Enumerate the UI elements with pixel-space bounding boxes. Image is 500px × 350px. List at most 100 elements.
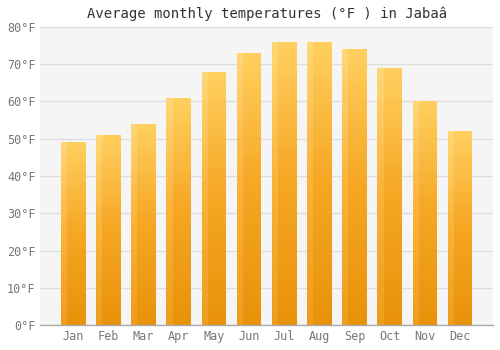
Bar <box>448 303 454 306</box>
Bar <box>307 66 314 70</box>
Bar <box>448 281 454 284</box>
Bar <box>237 135 243 138</box>
Bar <box>131 320 156 323</box>
Bar <box>96 318 120 321</box>
Bar <box>202 186 208 189</box>
Bar <box>307 315 314 318</box>
Bar <box>378 229 384 232</box>
Bar <box>272 308 296 311</box>
Bar <box>166 305 172 308</box>
Bar <box>96 147 120 149</box>
Bar <box>237 322 243 325</box>
Bar <box>61 266 67 268</box>
Bar <box>412 182 419 185</box>
Bar <box>272 258 278 261</box>
Bar <box>202 249 226 252</box>
Bar <box>272 130 296 134</box>
Bar <box>448 262 472 265</box>
Bar <box>166 180 191 183</box>
Bar <box>448 277 454 279</box>
Bar <box>378 267 402 271</box>
Bar <box>237 295 262 298</box>
Bar <box>166 194 172 197</box>
Bar <box>307 109 314 113</box>
Bar <box>202 148 226 151</box>
Bar <box>61 193 86 195</box>
Bar <box>166 214 172 217</box>
Bar <box>342 284 348 287</box>
Bar <box>342 194 348 197</box>
Bar <box>96 214 120 216</box>
Bar <box>342 318 348 322</box>
Bar <box>131 293 138 295</box>
Bar <box>131 212 156 215</box>
Bar <box>412 210 419 213</box>
Bar <box>342 56 367 60</box>
Bar <box>342 243 367 246</box>
Bar <box>237 87 243 90</box>
Bar <box>237 94 243 97</box>
Bar <box>131 197 138 199</box>
Bar <box>378 158 384 161</box>
Bar <box>131 174 138 177</box>
Bar <box>412 177 419 180</box>
Bar <box>448 260 454 262</box>
Bar <box>448 303 472 306</box>
Bar <box>412 241 419 244</box>
Bar <box>272 145 296 148</box>
Bar <box>166 302 172 305</box>
Bar <box>96 228 102 230</box>
Bar <box>61 284 86 286</box>
Bar <box>237 186 243 189</box>
Bar <box>202 246 208 249</box>
Bar <box>61 234 86 236</box>
Bar <box>342 277 348 280</box>
Bar <box>237 165 262 169</box>
Bar <box>342 308 367 312</box>
Bar <box>448 218 454 221</box>
Bar <box>237 131 262 135</box>
Bar <box>307 60 332 63</box>
Bar <box>272 95 278 98</box>
Bar <box>307 162 332 166</box>
Bar <box>131 318 156 320</box>
Bar <box>342 291 348 294</box>
Bar <box>412 121 419 124</box>
Bar <box>412 194 438 196</box>
Bar <box>237 165 243 169</box>
Bar <box>131 194 156 197</box>
Bar <box>307 265 332 268</box>
Bar <box>412 219 419 222</box>
Bar <box>342 211 367 215</box>
Bar <box>166 106 172 109</box>
Bar <box>412 250 438 252</box>
Bar <box>448 311 472 313</box>
Bar <box>131 285 138 287</box>
Bar <box>61 145 86 147</box>
Bar <box>272 268 296 272</box>
Bar <box>131 250 138 252</box>
Bar <box>166 294 191 297</box>
Bar <box>96 209 102 211</box>
Bar <box>61 245 67 247</box>
Bar <box>272 152 278 155</box>
Bar <box>61 188 86 190</box>
Bar <box>342 273 348 277</box>
Bar <box>342 156 348 160</box>
Bar <box>96 199 102 202</box>
Bar <box>61 142 86 145</box>
Bar <box>61 312 86 314</box>
Bar <box>307 84 332 88</box>
Bar <box>378 193 384 196</box>
Bar <box>307 56 314 60</box>
Bar <box>61 152 67 154</box>
Bar <box>96 313 120 316</box>
Bar <box>342 256 348 260</box>
Bar <box>96 166 120 168</box>
Bar <box>307 194 332 198</box>
Bar <box>448 274 472 277</box>
Bar <box>307 208 332 212</box>
Bar <box>237 70 243 73</box>
Bar <box>342 125 367 128</box>
Bar <box>61 252 86 254</box>
